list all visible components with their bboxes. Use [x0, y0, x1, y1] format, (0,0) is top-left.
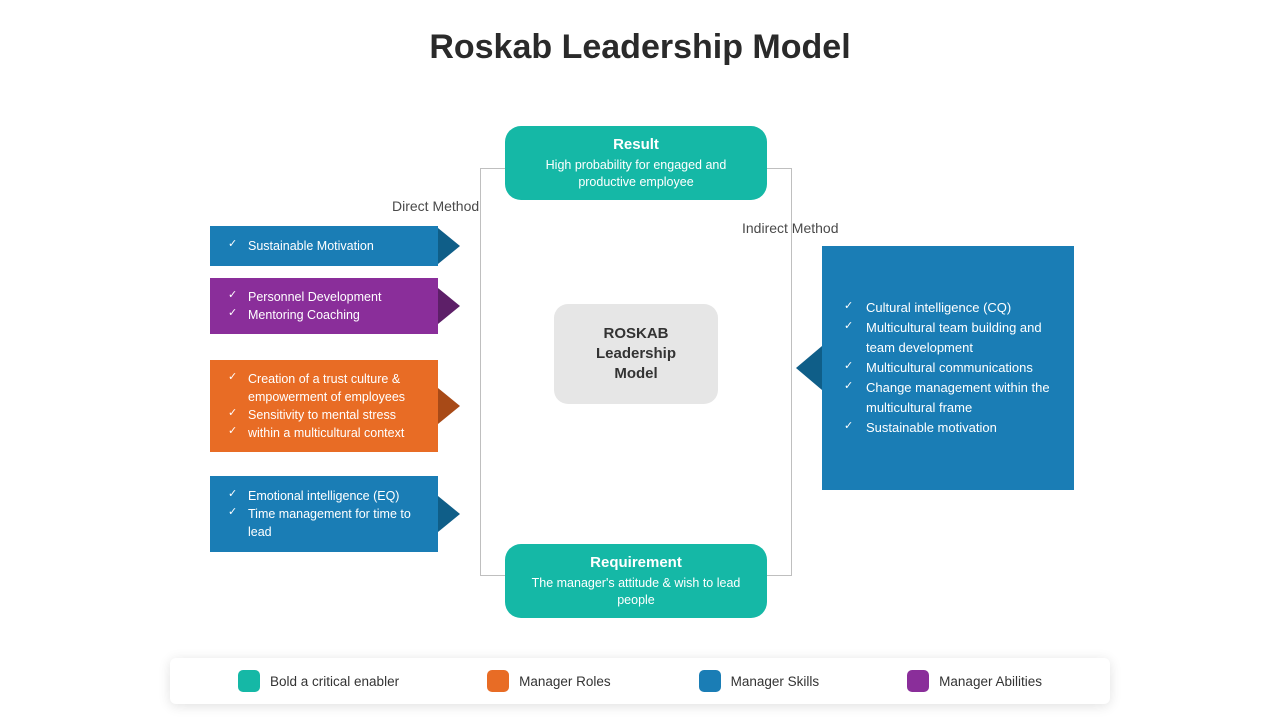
left-arrow-0: [438, 228, 460, 264]
left-block-0-item-0: Sustainable Motivation: [228, 237, 420, 255]
legend-item-3: Manager Abilities: [907, 670, 1042, 692]
right-block-item-3: Change management within the multicultur…: [844, 378, 1052, 418]
legend-swatch-3: [907, 670, 929, 692]
left-block-2-item-1: Sensitivity to mental stress: [228, 406, 420, 424]
center-line-1: ROSKAB: [603, 325, 668, 342]
legend: Bold a critical enabler Manager Roles Mana…: [170, 658, 1110, 704]
right-block-item-0: Cultural intelligence (CQ): [844, 298, 1052, 318]
legend-label-1: Manager Roles: [519, 674, 611, 689]
legend-swatch-0: [238, 670, 260, 692]
diagram-area: Direct Method Indirect Method Result Hig…: [0, 120, 1280, 640]
left-block-3: Emotional intelligence (EQ)Time manageme…: [210, 476, 438, 552]
left-block-0: Sustainable Motivation: [210, 226, 438, 266]
left-block-3-item-1: Time management for time to lead: [228, 505, 420, 541]
requirement-subtitle: The manager's attitude & wish to lead pe…: [527, 575, 745, 608]
center-line-2: Leadership: [596, 345, 676, 362]
legend-item-0: Bold a critical enabler: [238, 670, 399, 692]
page-title: Roskab Leadership Model: [0, 0, 1280, 67]
legend-label-3: Manager Abilities: [939, 674, 1042, 689]
result-subtitle: High probability for engaged and product…: [527, 157, 745, 190]
left-block-1-item-0: Personnel Development: [228, 288, 420, 306]
left-block-2-item-0: Creation of a trust culture & empowermen…: [228, 370, 420, 406]
direct-method-label: Direct Method: [392, 198, 479, 214]
legend-label-2: Manager Skills: [731, 674, 820, 689]
left-arrow-3: [438, 496, 460, 532]
right-block-item-1: Multicultural team building and team dev…: [844, 318, 1052, 358]
legend-item-1: Manager Roles: [487, 670, 611, 692]
legend-swatch-1: [487, 670, 509, 692]
left-arrow-2: [438, 388, 460, 424]
indirect-method-label: Indirect Method: [742, 220, 839, 236]
left-block-1: Personnel DevelopmentMentoring Coaching: [210, 278, 438, 334]
left-arrow-1: [438, 288, 460, 324]
right-block-item-2: Multicultural communications: [844, 358, 1052, 378]
left-block-2-item-2: within a multicultural context: [228, 424, 420, 442]
center-line-3: Model: [614, 365, 657, 382]
left-block-1-item-1: Mentoring Coaching: [228, 306, 420, 324]
legend-swatch-2: [699, 670, 721, 692]
legend-item-2: Manager Skills: [699, 670, 820, 692]
right-block-item-4: Sustainable motivation: [844, 418, 1052, 438]
right-block: Cultural intelligence (CQ)Multicultural …: [822, 246, 1074, 490]
center-model-box: ROSKAB Leadership Model: [554, 304, 718, 404]
result-title: Result: [613, 136, 659, 153]
requirement-box: Requirement The manager's attitude & wis…: [505, 544, 767, 618]
requirement-title: Requirement: [590, 554, 682, 571]
right-arrow: [796, 346, 822, 390]
result-box: Result High probability for engaged and …: [505, 126, 767, 200]
left-block-3-item-0: Emotional intelligence (EQ): [228, 487, 420, 505]
legend-label-0: Bold a critical enabler: [270, 674, 399, 689]
left-block-2: Creation of a trust culture & empowermen…: [210, 360, 438, 452]
